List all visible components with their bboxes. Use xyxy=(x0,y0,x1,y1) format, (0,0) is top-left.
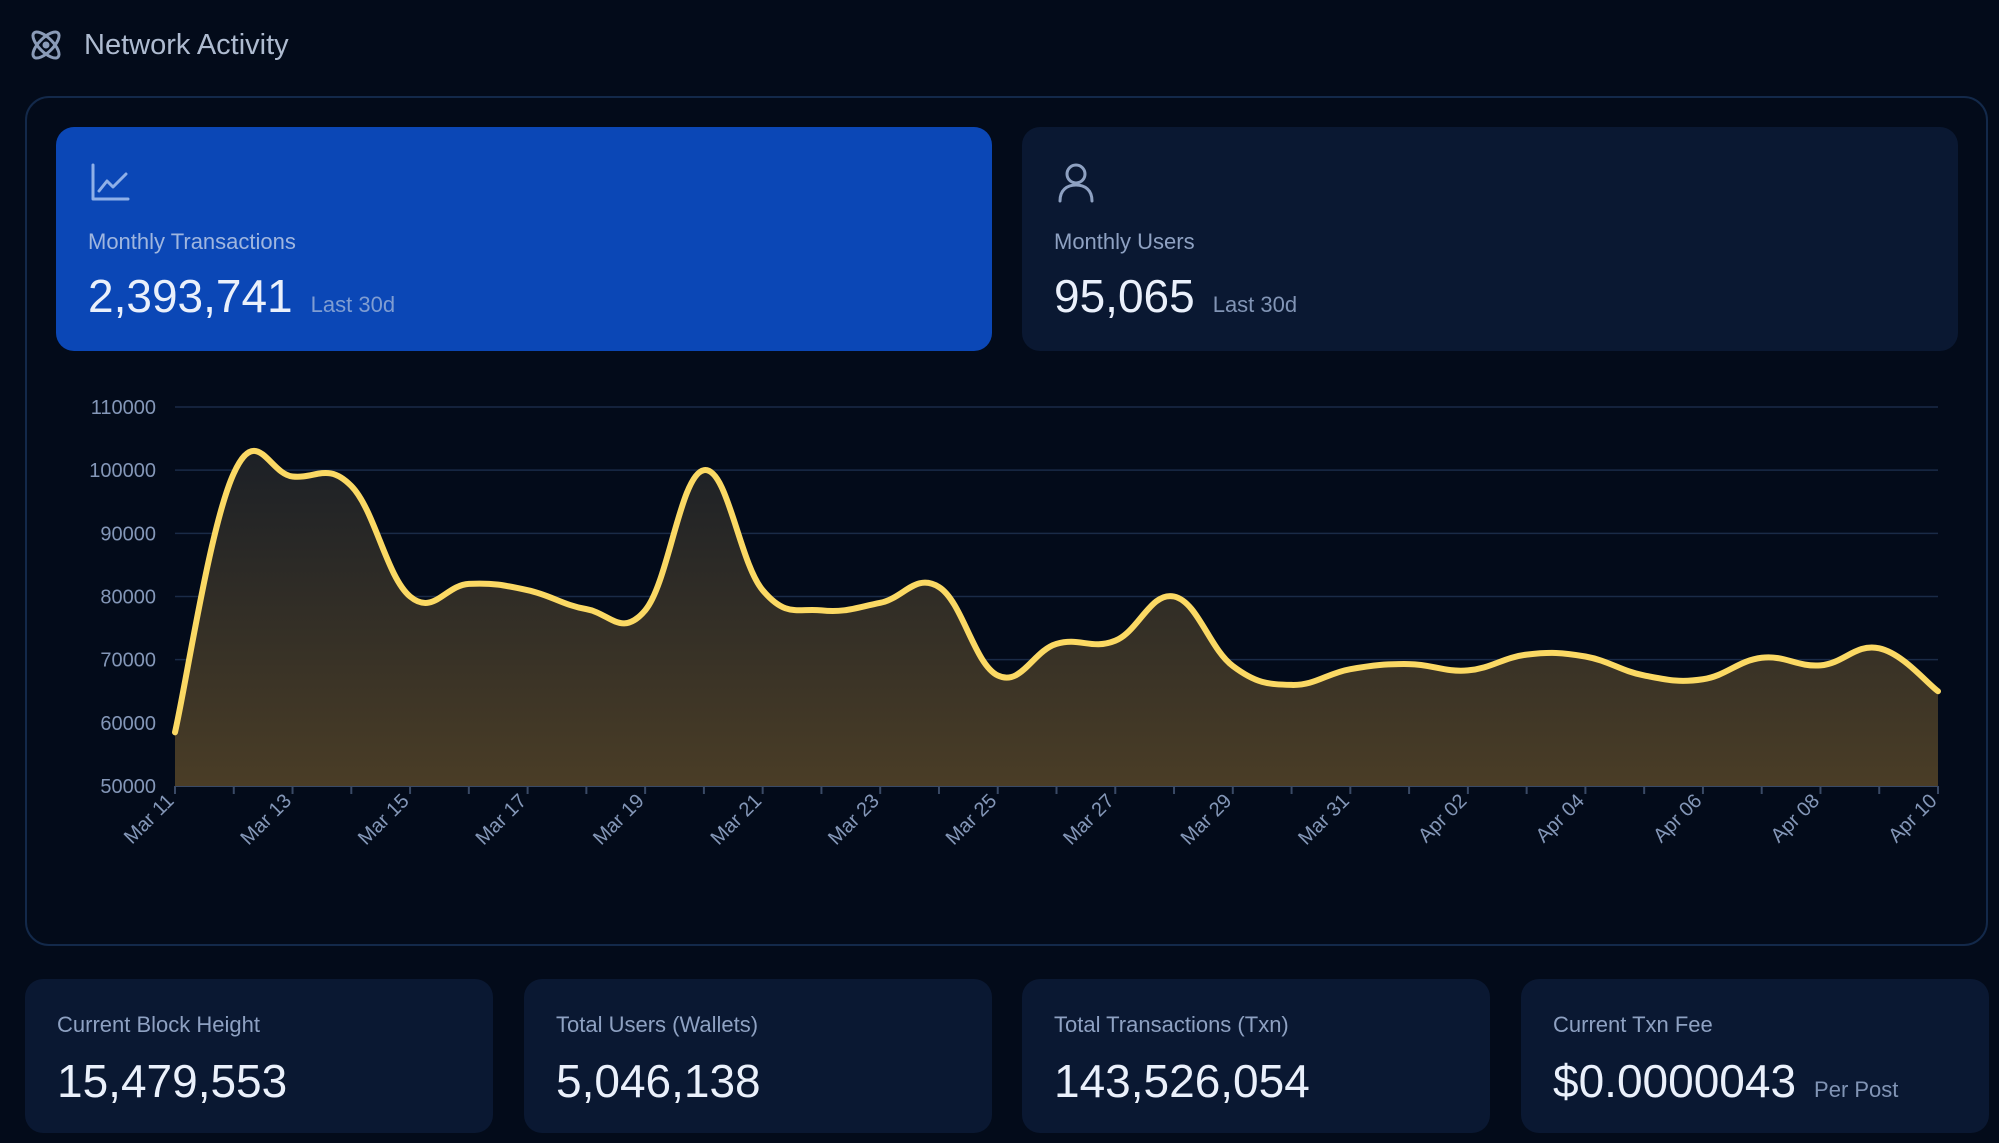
stat-card-monthly-users[interactable]: Monthly Users 95,065 Last 30d xyxy=(1022,127,1958,351)
x-tick-label: Mar 23 xyxy=(824,790,884,850)
card-total-transactions[interactable]: Total Transactions (Txn) 143,526,054 xyxy=(1022,979,1490,1133)
y-tick-label: 70000 xyxy=(100,650,156,672)
x-tick-label: Mar 11 xyxy=(120,790,179,849)
chart-area-fill xyxy=(175,450,1938,786)
card-label: Total Users (Wallets) xyxy=(556,1012,759,1037)
y-tick-label: 50000 xyxy=(100,776,156,798)
atom-icon xyxy=(31,30,61,60)
line-chart-icon xyxy=(91,163,130,201)
user-icon xyxy=(1058,163,1094,203)
stat-period: Last 30d xyxy=(1212,292,1298,317)
card-label: Current Txn Fee xyxy=(1553,1012,1713,1037)
card-unit: Per Post xyxy=(1814,1077,1899,1102)
card-total-users[interactable]: Total Users (Wallets) 5,046,138 xyxy=(524,979,992,1133)
x-tick-label: Mar 21 xyxy=(707,790,767,850)
page-header: Network Activity xyxy=(26,22,289,68)
card-value: 143,526,054 xyxy=(1054,1055,1310,1107)
x-tick-label: Apr 08 xyxy=(1767,790,1824,847)
card-value: 15,479,553 xyxy=(57,1055,288,1107)
card-block-height[interactable]: Current Block Height 15,479,553 xyxy=(25,979,493,1133)
x-tick-label: Apr 02 xyxy=(1414,790,1471,847)
y-tick-label: 90000 xyxy=(100,523,156,545)
x-tick-label: Apr 04 xyxy=(1532,790,1589,847)
card-txn-fee[interactable]: Current Txn Fee $0.0000043 Per Post xyxy=(1521,979,1989,1133)
y-tick-label: 60000 xyxy=(100,713,156,735)
x-tick-label: Apr 10 xyxy=(1884,790,1941,847)
x-tick-label: Mar 25 xyxy=(942,790,1002,850)
card-label: Current Block Height xyxy=(57,1012,260,1037)
page-title: Network Activity xyxy=(84,28,289,61)
x-tick-label: Mar 27 xyxy=(1059,790,1119,850)
stat-value: 95,065 xyxy=(1054,270,1195,322)
stat-card-monthly-transactions[interactable]: Monthly Transactions 2,393,741 Last 30d xyxy=(56,127,992,351)
x-tick-label: Mar 15 xyxy=(354,790,414,850)
transactions-area-chart: 1100001000009000080000700006000050000Mar… xyxy=(89,397,1941,850)
x-tick-label: Mar 29 xyxy=(1177,790,1237,850)
card-value: 5,046,138 xyxy=(556,1055,761,1107)
card-label: Total Transactions (Txn) xyxy=(1054,1012,1289,1037)
x-tick-label: Mar 19 xyxy=(589,790,649,850)
stat-label: Monthly Transactions xyxy=(88,229,296,254)
x-tick-label: Mar 13 xyxy=(236,790,296,850)
stat-label: Monthly Users xyxy=(1054,229,1195,254)
x-tick-label: Mar 17 xyxy=(472,790,532,850)
x-tick-label: Mar 31 xyxy=(1294,790,1354,850)
x-tick-label: Apr 06 xyxy=(1649,790,1706,847)
chart-series-line xyxy=(172,447,1941,736)
stat-value: 2,393,741 xyxy=(88,270,293,322)
stat-period: Last 30d xyxy=(310,292,396,317)
y-tick-label: 100000 xyxy=(89,460,156,482)
y-tick-label: 110000 xyxy=(91,397,156,419)
card-value: $0.0000043 xyxy=(1553,1055,1797,1107)
y-tick-label: 80000 xyxy=(100,587,156,609)
